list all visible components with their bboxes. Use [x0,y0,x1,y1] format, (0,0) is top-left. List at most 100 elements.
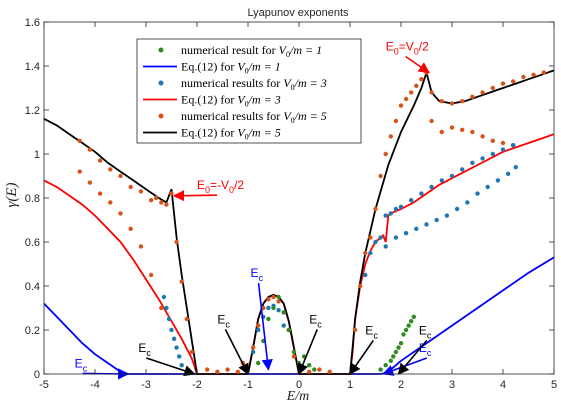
data-point-2-11 [312,367,317,372]
data-point-0-68 [541,70,546,75]
data-point-1-19 [383,213,388,218]
data-point-2-17 [401,332,406,337]
legend-label: numerical results for V0/m = 5 [181,109,327,125]
data-point-1-4 [171,336,177,341]
data-point-0-39 [307,369,312,374]
data-point-1-38 [424,222,429,227]
data-point-0-54 [414,83,419,89]
data-point-0-23 [148,272,154,278]
data-point-1-6 [177,354,182,359]
legend-label: numerical result for V0/m = 1 [181,43,322,59]
legend-box [136,38,362,144]
data-point-0-25 [205,367,210,372]
y-tick-label: 0.2 [25,325,40,337]
data-point-0-45 [368,235,373,240]
data-point-0-17 [87,180,93,185]
annotation-arrow [257,283,273,371]
data-point-0-59 [449,101,455,106]
data-point-0-64 [500,81,506,86]
data-point-0-42 [352,327,358,333]
data-point-1-32 [500,147,506,152]
y-axis-label: γ(E) [4,182,20,207]
annotation-label: E0=V0/2 [386,40,429,57]
data-point-0-6 [138,189,144,194]
data-point-0-28 [235,369,240,374]
data-point-2-15 [393,349,399,355]
annotation-label: Ec [309,312,322,329]
data-point-1-27 [449,173,455,179]
data-point-2-22 [391,354,396,359]
data-point-2-10 [307,363,312,368]
data-point-1-16 [368,250,373,256]
data-point-0-74 [480,134,485,139]
data-point-1-9 [256,327,261,333]
data-point-0-57 [429,90,434,95]
legend-label: Eq.(12) for V0/m = 1 [181,60,281,76]
legend-marker [158,80,164,86]
y-tick-label: 0 [34,369,40,381]
data-point-0-8 [154,195,159,201]
data-point-1-7 [179,363,184,368]
data-point-1-41 [454,206,460,212]
x-tick-label: -2 [192,379,202,391]
x-tick-label: -4 [90,379,100,391]
data-point-1-26 [439,178,444,183]
annotation-arrow [397,339,428,375]
annotation-arrow [297,329,318,376]
axes-layer: -5 -4 -3 -2 -1 0 1 2 3 4 5 0 0.2 0.4 0.6 0.8 1 1.2 1.4 1.6 [25,17,557,391]
data-point-0-49 [388,134,393,139]
data-point-0-44 [363,250,368,256]
data-point-0-4 [118,173,123,179]
data-point-0-40 [317,367,322,372]
x-axis-label: E/m [286,389,310,404]
chart-title: Lyapunov exponents [247,7,349,19]
data-point-1-1 [164,305,169,311]
data-point-0-22 [138,244,144,249]
x-tick-label: -1 [243,379,253,391]
data-point-0-58 [439,99,444,104]
annotation-arrow [405,55,430,74]
data-point-2-21 [411,314,416,319]
data-point-0-76 [500,140,506,146]
annotation-label: Ec [138,341,151,358]
data-point-2-16 [398,341,404,346]
data-point-0-48 [383,151,388,157]
x-tick-label: 1 [347,379,353,391]
data-point-0-7 [148,198,154,203]
data-point-1-0 [161,294,167,300]
annotation-label: Ec [217,312,230,329]
data-point-0-26 [215,369,220,374]
data-point-1-22 [398,204,404,209]
data-point-1-13 [276,308,281,313]
y-tick-label: 1.4 [25,61,40,73]
data-point-1-2 [166,316,172,322]
annotation-label: E0=-V0/2 [197,178,244,195]
data-point-0-5 [128,184,133,190]
data-point-0-41 [327,369,332,374]
annotation-label: Ec [419,323,432,340]
data-point-0-61 [470,94,475,100]
data-point-0-34 [271,294,276,300]
legend-label: numerical results for V0/m = 3 [181,76,327,92]
data-point-0-69 [429,118,434,124]
x-tick-label: -3 [141,379,151,391]
annotation-label: Ec [419,341,432,358]
data-point-2-8 [296,360,302,366]
data-point-0-63 [490,85,495,91]
data-point-1-24 [419,191,424,196]
data-point-0-30 [250,345,256,350]
data-point-0-43 [358,283,363,289]
data-point-0-2 [97,158,103,163]
data-point-1-45 [495,178,501,183]
data-point-0-16 [77,169,82,174]
data-point-1-43 [475,191,480,196]
scatter-layer [77,70,546,374]
data-point-0-55 [419,77,424,82]
data-point-2-18 [403,327,409,333]
data-point-0-60 [460,99,465,104]
data-point-1-39 [434,217,439,223]
data-point-2-12 [378,367,383,372]
annotation-arrow [349,339,374,375]
